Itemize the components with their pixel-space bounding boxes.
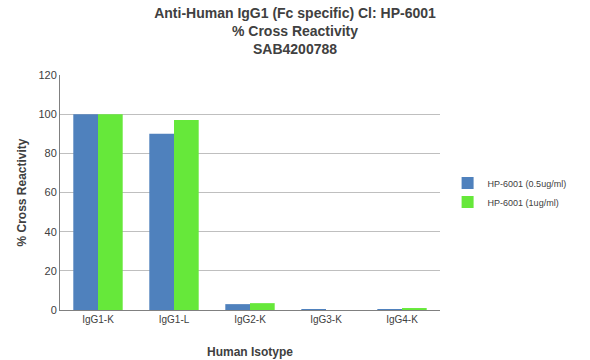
svg-text:40: 40 [45,226,57,238]
svg-text:IgG4-K: IgG4-K [386,314,418,325]
svg-text:80: 80 [45,147,57,159]
svg-text:IgG1-K: IgG1-K [82,314,114,325]
svg-text:HP-6001 (1ug/ml): HP-6001 (1ug/ml) [488,198,559,208]
svg-text:IgG2-K: IgG2-K [234,314,266,325]
svg-text:120: 120 [38,69,56,81]
svg-text:Human Isotype: Human Isotype [207,345,293,359]
svg-text:% Cross Reactivity: % Cross Reactivity [15,138,29,246]
svg-text:20: 20 [45,265,57,277]
svg-text:IgG3-K: IgG3-K [310,314,342,325]
svg-text:0: 0 [51,304,57,316]
svg-text:IgG1-L: IgG1-L [159,314,190,325]
svg-text:HP-6001 (0.5ug/ml): HP-6001 (0.5ug/ml) [488,179,567,189]
svg-text:Anti-Human IgG1 (Fc specific): Anti-Human IgG1 (Fc specific) Cl: HP-600… [154,5,436,57]
svg-text:100: 100 [38,108,56,120]
svg-text:60: 60 [45,186,57,198]
